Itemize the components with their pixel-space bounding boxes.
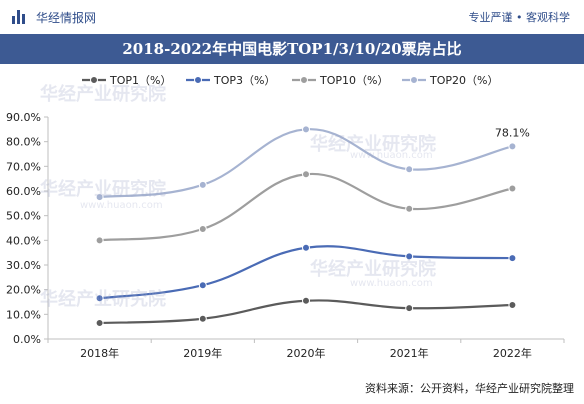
y-tick-label: 70.0% <box>6 160 41 173</box>
data-point <box>198 224 207 233</box>
series-line <box>99 245 513 300</box>
legend-label: TOP20（%） <box>429 74 498 87</box>
y-tick-label: 20.0% <box>6 284 41 297</box>
line-chart: 0.0% 10.0% 20.0% 30.0% 40.0% 50.0% 60.0% 70.0% 8… <box>6 74 565 360</box>
series-line <box>99 128 513 199</box>
data-point <box>405 165 414 174</box>
data-label: 78.1% <box>495 126 530 139</box>
y-tick-label: 80.0% <box>6 136 41 149</box>
data-point <box>198 281 207 290</box>
legend-label: TOP10（%） <box>319 74 388 87</box>
y-tick-label: 30.0% <box>6 259 41 272</box>
y-tick-label: 90.0% <box>6 111 41 124</box>
legend-marker <box>90 76 98 84</box>
x-tick-label: 2022年 <box>493 346 532 360</box>
top-bar: 华经情报网 专业严谨 • 客观科学 <box>0 0 584 34</box>
x-tick-label: 2021年 <box>390 346 429 360</box>
legend-marker <box>300 76 308 84</box>
y-tick-label: 40.0% <box>6 234 41 247</box>
x-tick-label: 2020年 <box>287 346 326 360</box>
data-point <box>405 304 414 313</box>
y-tick-label: 10.0% <box>6 308 41 321</box>
source-note: 资料来源：公开资料，华经产业研究院整理 <box>365 382 574 395</box>
logo-icon <box>12 10 26 24</box>
y-tick-label: 60.0% <box>6 185 41 198</box>
data-point <box>508 254 517 263</box>
series-line <box>99 172 513 242</box>
data-point <box>95 294 104 303</box>
data-point <box>302 296 310 305</box>
y-tick-label: 50.0% <box>6 210 41 223</box>
data-point <box>405 204 414 213</box>
legend-marker <box>194 76 202 84</box>
y-tick-label: 0.0% <box>13 333 41 346</box>
legend-label: TOP3（%） <box>213 74 275 87</box>
legend-label: TOP1（%） <box>109 74 171 87</box>
data-point <box>302 170 310 179</box>
data-point <box>198 180 207 189</box>
data-point <box>508 142 517 151</box>
brand-name: 华经情报网 <box>36 11 97 25</box>
legend-marker <box>410 76 418 84</box>
chart-title: 2018-2022年中国电影TOP1/3/10/20票房占比 <box>122 40 462 58</box>
tagline: 专业严谨 • 客观科学 <box>468 11 570 24</box>
x-tick-label: 2019年 <box>183 346 222 360</box>
data-point <box>508 300 517 309</box>
data-point <box>405 252 414 261</box>
data-point <box>95 318 104 327</box>
data-point <box>95 236 104 245</box>
x-tick-label: 2018年 <box>80 346 119 360</box>
data-point <box>508 184 517 193</box>
title-bar: 2018-2022年中国电影TOP1/3/10/20票房占比 <box>0 34 584 64</box>
data-point <box>198 314 207 323</box>
data-point <box>302 125 310 134</box>
data-point <box>95 193 104 202</box>
data-point <box>302 243 310 252</box>
